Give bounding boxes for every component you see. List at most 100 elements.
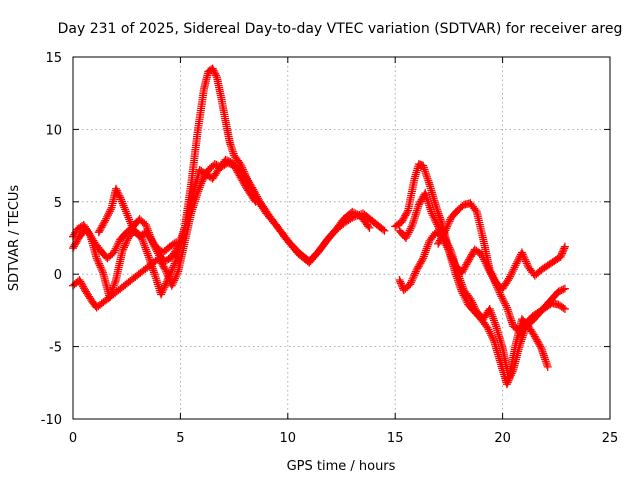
data-point [484,325,493,334]
data-point [171,274,180,283]
data-point [407,222,416,231]
data-point [103,212,112,221]
data-points [69,64,569,389]
data-point [503,276,512,285]
data-point [127,221,136,230]
y-tick-label: 15 [45,51,62,66]
data-point [101,216,110,225]
data-point [522,259,531,268]
data-point [168,279,177,288]
data-point [396,279,405,288]
data-point [117,197,126,206]
data-point [433,220,442,229]
y-tick-label: 5 [54,196,62,211]
data-point [442,241,451,250]
data-point [95,259,104,268]
data-point [126,219,135,228]
data-point [439,229,448,238]
data-point [111,277,120,286]
data-point [100,218,109,227]
data-point [139,237,148,246]
data-point [449,257,458,266]
data-point [194,187,203,196]
data-point [380,226,389,235]
data-point [212,71,221,80]
data-point [444,245,453,254]
data-point [102,214,111,223]
data-point [513,257,522,266]
data-point [364,222,373,231]
data-point [160,264,169,273]
data-point [486,267,495,276]
data-point [209,66,218,75]
chart-title: Day 231 of 2025, Sidereal Day-to-day VTE… [58,21,623,37]
data-point [92,254,101,263]
data-point [488,271,497,280]
data-point [123,236,132,245]
data-point [171,272,180,281]
data-point [250,196,259,205]
data-point [442,224,451,233]
data-point [118,247,127,256]
data-point [489,334,498,343]
data-point [120,243,129,252]
data-point [490,275,499,284]
data-point [558,247,567,256]
data-point [470,302,479,311]
data-point [167,281,176,290]
data-point [113,188,122,197]
data-point [403,208,412,217]
data-point [196,181,205,190]
data-point [109,281,118,290]
data-point [195,185,204,194]
data-point [468,298,477,307]
data-point [161,281,170,290]
data-point [490,316,499,325]
data-point [508,267,517,276]
data-point [443,222,452,231]
data-point [432,218,441,227]
data-point [106,205,115,214]
data-point [124,213,133,222]
data-point [113,241,122,250]
data-point [467,296,476,305]
data-point [505,274,514,283]
data-point [470,304,479,313]
data-point [418,255,427,264]
data-point [406,280,415,289]
data-point [143,249,152,258]
data-point [440,228,449,237]
data-point [158,286,167,295]
data-point [488,312,497,321]
plot-frame [72,56,611,420]
data-point [485,327,494,336]
series-track-5 [395,189,552,383]
data-point [365,223,374,232]
data-point [445,217,454,226]
data-point [157,288,166,297]
data-point [93,256,102,265]
data-point [459,284,468,293]
data-point [111,184,120,193]
data-point [160,283,169,292]
data-point [211,69,220,78]
data-point [559,303,568,312]
data-point [351,209,360,218]
data-point [559,285,568,294]
data-point [486,306,495,315]
data-point [80,285,89,294]
data-point [424,240,433,249]
data-point [121,239,130,248]
x-tick-label: 25 [602,431,619,446]
x-tick-label: 20 [494,431,511,446]
data-point [423,242,432,251]
data-point [120,203,129,212]
data-point [490,318,499,327]
data-point [170,239,179,248]
data-point [121,207,130,216]
data-point [431,216,440,225]
data-point [421,248,430,257]
data-point [444,247,453,256]
data-point [378,225,387,234]
